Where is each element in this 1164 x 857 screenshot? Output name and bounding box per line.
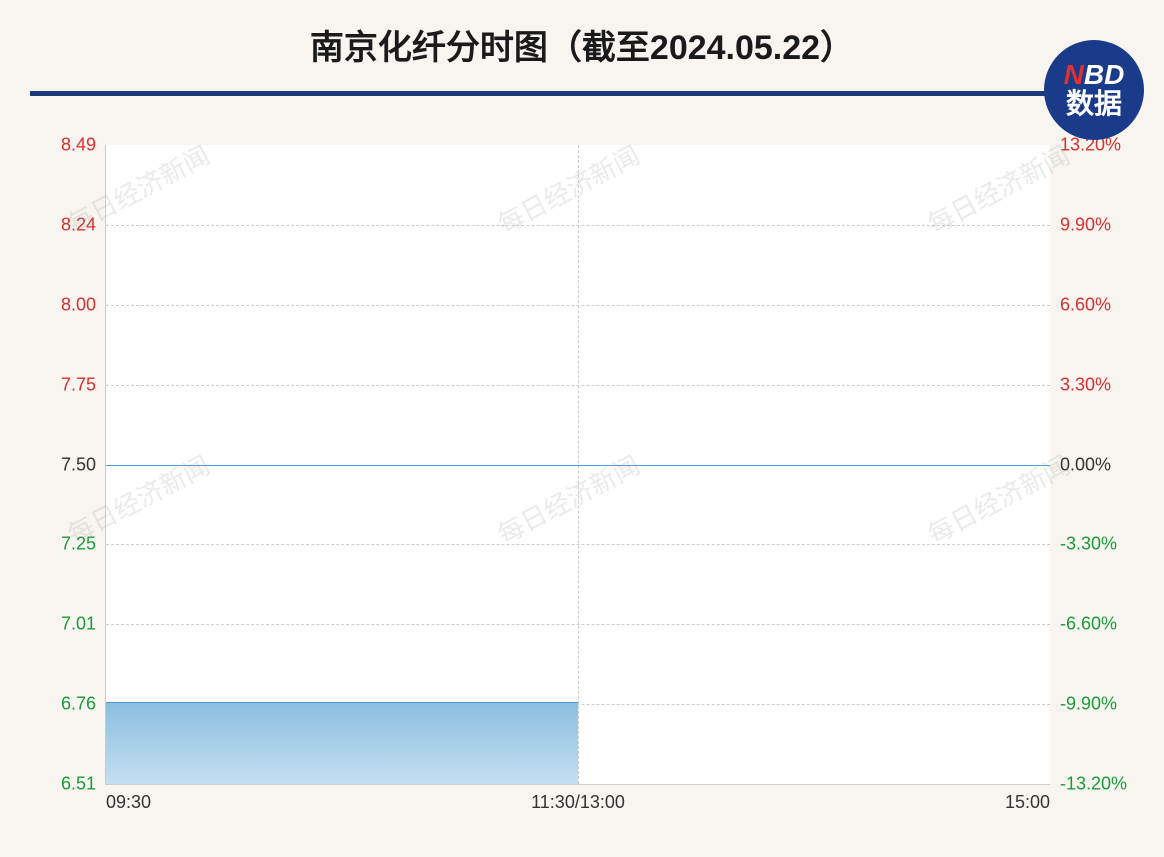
badge-line1: NBD — [1064, 61, 1125, 89]
title-bar: 南京化纤分时图（截至2024.05.22） — [0, 0, 1164, 79]
y-left-tick-label: 7.25 — [61, 534, 96, 555]
y-left-tick-label: 8.24 — [61, 214, 96, 235]
y-left-tick-label: 7.01 — [61, 614, 96, 635]
x-tick-label: 15:00 — [1005, 792, 1050, 813]
y-right-tick-label: -6.60% — [1060, 614, 1117, 635]
y-right-tick-label: -13.20% — [1060, 774, 1127, 795]
y-right-tick-label: 0.00% — [1060, 454, 1111, 475]
y-right-tick-label: -3.30% — [1060, 534, 1117, 555]
nbd-badge: NBD 数据 — [1044, 40, 1144, 140]
badge-bd: BD — [1084, 59, 1124, 90]
y-right-tick-label: 3.30% — [1060, 374, 1111, 395]
chart-plot-area: 8.498.248.007.757.507.257.016.766.5113.2… — [105, 145, 1050, 785]
x-tick-label: 09:30 — [106, 792, 151, 813]
badge-line2: 数据 — [1066, 89, 1122, 120]
title-underline — [30, 91, 1134, 96]
price-area-series — [106, 702, 578, 784]
y-right-tick-label: 9.90% — [1060, 214, 1111, 235]
y-left-tick-label: 6.76 — [61, 694, 96, 715]
y-left-tick-label: 6.51 — [61, 774, 96, 795]
badge-n: N — [1064, 59, 1084, 90]
y-right-tick-label: 6.60% — [1060, 294, 1111, 315]
y-right-tick-label: -9.90% — [1060, 694, 1117, 715]
y-left-tick-label: 7.75 — [61, 374, 96, 395]
zero-reference-line — [106, 465, 1050, 466]
y-left-tick-label: 8.49 — [61, 135, 96, 156]
y-left-tick-label: 7.50 — [61, 454, 96, 475]
y-left-tick-label: 8.00 — [61, 294, 96, 315]
chart-title: 南京化纤分时图（截至2024.05.22） — [0, 20, 1164, 69]
x-tick-label: 11:30/13:00 — [531, 792, 625, 813]
